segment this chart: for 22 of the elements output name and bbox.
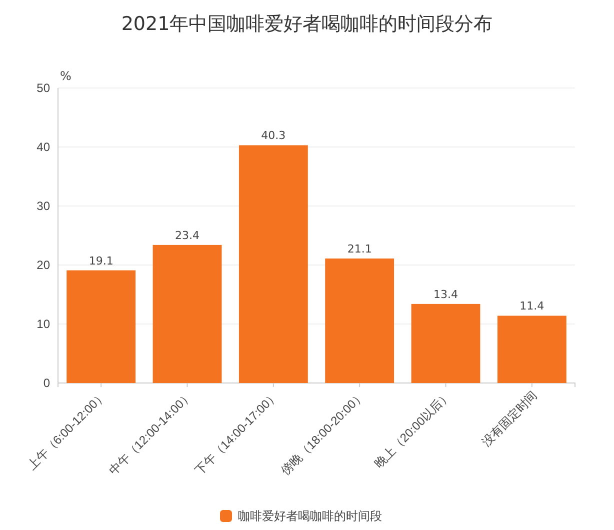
x-tick-label: 没有固定时间 xyxy=(479,388,540,450)
y-axis-title: % xyxy=(60,69,72,83)
chart-title: 2021年中国咖啡爱好者喝咖啡的时间段分布 xyxy=(121,13,493,35)
legend-label: 咖啡爱好者喝咖啡的时间段 xyxy=(238,509,382,523)
y-tick-label: 30 xyxy=(36,198,50,213)
data-label: 13.4 xyxy=(434,288,458,301)
data-label: 11.4 xyxy=(520,300,544,313)
bar xyxy=(325,258,394,383)
bar xyxy=(152,244,222,383)
data-label: 23.4 xyxy=(175,228,200,242)
bar xyxy=(238,145,308,383)
bar xyxy=(66,270,136,383)
y-tick-label: 0 xyxy=(43,376,50,390)
y-tick-label: 40 xyxy=(36,140,50,154)
y-tick-label: 50 xyxy=(36,80,50,95)
y-tick-label: 10 xyxy=(36,316,50,331)
data-label: 40.3 xyxy=(261,129,286,142)
y-tick-label: 20 xyxy=(36,258,50,272)
bar xyxy=(411,304,480,383)
bar xyxy=(497,316,566,383)
data-label: 19.1 xyxy=(88,254,114,268)
data-label: 21.1 xyxy=(347,242,372,256)
